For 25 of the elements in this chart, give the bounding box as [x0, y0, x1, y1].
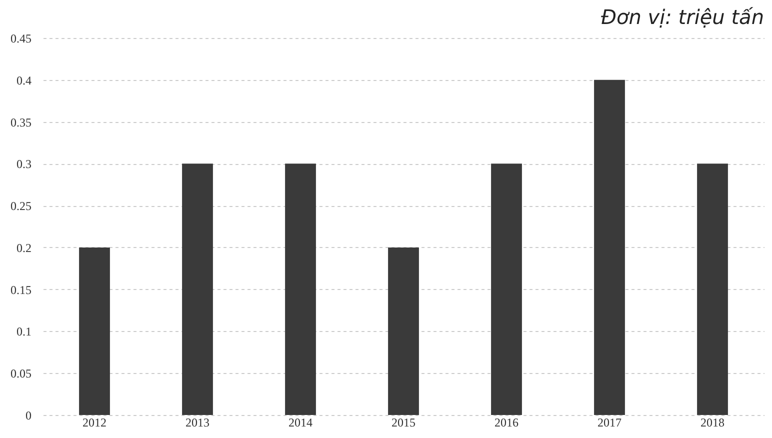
- y-tick-label: 0.2: [16, 240, 32, 255]
- bar: [285, 164, 316, 415]
- y-tick-label: 0.3: [16, 157, 32, 172]
- x-tick-label: 2013: [186, 416, 210, 430]
- y-tick-label: 0.45: [10, 32, 32, 46]
- x-tick-label: 2017: [598, 416, 622, 430]
- bar: [388, 247, 419, 415]
- y-tick-label: 0.4: [16, 73, 32, 88]
- x-tick-label: 2015: [392, 416, 416, 430]
- x-tick-label: 2018: [700, 416, 724, 430]
- bar: [491, 164, 522, 415]
- y-tick-label: 0.35: [10, 115, 32, 130]
- y-tick-label: 0.15: [10, 282, 32, 297]
- y-tick-label: 0.1: [16, 324, 32, 339]
- x-tick-label: 2012: [82, 416, 106, 430]
- x-tick-label: 2016: [494, 416, 518, 430]
- bar: [594, 80, 625, 415]
- y-tick-label: 0.25: [10, 199, 32, 214]
- bar: [182, 164, 213, 415]
- y-tick-label: 0.05: [10, 366, 32, 381]
- x-tick-label: 2014: [288, 416, 312, 430]
- bar: [697, 164, 728, 415]
- y-tick-label: 0: [26, 408, 32, 422]
- text: Đơn vị: triệu tấn: [601, 5, 764, 29]
- bar: [79, 247, 110, 415]
